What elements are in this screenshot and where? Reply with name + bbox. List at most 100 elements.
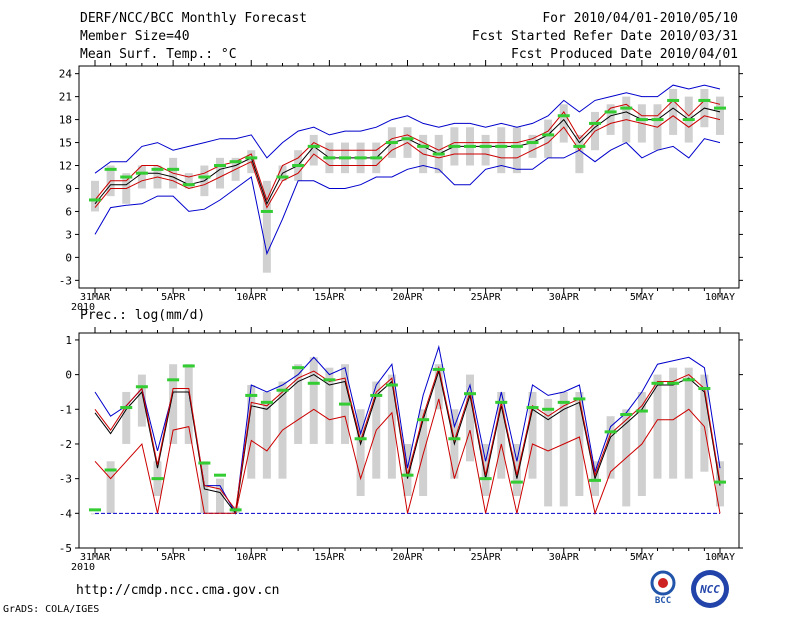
forecast-marker bbox=[214, 164, 226, 168]
forecast-marker bbox=[464, 144, 476, 148]
member-box bbox=[606, 416, 615, 479]
x-tick-label: 30APR bbox=[549, 552, 580, 563]
member-box bbox=[216, 157, 224, 189]
member-box bbox=[606, 104, 615, 135]
forecast-marker bbox=[651, 381, 664, 385]
forecast-marker bbox=[510, 144, 523, 148]
forecast-marker bbox=[448, 144, 461, 148]
x-tick-label: 30APR bbox=[549, 292, 580, 303]
forecast-marker bbox=[151, 167, 164, 171]
member-box bbox=[137, 374, 146, 427]
member-box bbox=[169, 364, 178, 444]
y-tick-label: 1 bbox=[65, 334, 72, 347]
forecast-marker bbox=[589, 121, 601, 125]
forecast-marker bbox=[292, 164, 305, 168]
x-tick-label: 31MAR bbox=[80, 292, 111, 303]
y-tick-label: 12 bbox=[59, 160, 72, 173]
forecast-marker bbox=[135, 171, 148, 175]
member-box bbox=[653, 374, 662, 479]
member-box bbox=[247, 385, 256, 479]
forecast-marker bbox=[464, 392, 476, 396]
x-tick-label: 20APR bbox=[392, 552, 423, 563]
member-box bbox=[91, 180, 99, 212]
y-tick-label: -3 bbox=[59, 274, 72, 287]
member-box bbox=[403, 443, 412, 496]
forecast-marker bbox=[370, 156, 383, 160]
forecast-marker bbox=[385, 383, 398, 387]
member-box bbox=[684, 367, 693, 479]
y-tick-label: -4 bbox=[59, 507, 73, 520]
member-box bbox=[544, 398, 553, 507]
member-box bbox=[184, 364, 193, 444]
forecast-started: Fcst Started Refer Date 2010/03/31 bbox=[471, 29, 738, 44]
forecast-marker bbox=[479, 144, 492, 148]
forecast-marker bbox=[479, 477, 492, 481]
y-tick-label: 24 bbox=[59, 68, 73, 81]
grads-credit: GrADS: COLA/IGES bbox=[3, 604, 100, 615]
member-box bbox=[559, 104, 568, 143]
x-tick-label: 20APR bbox=[392, 292, 423, 303]
forecast-marker bbox=[604, 430, 617, 434]
source-url: http://cmdp.ncc.cma.gov.cn bbox=[76, 583, 280, 598]
member-box bbox=[216, 478, 224, 514]
member-box bbox=[309, 134, 318, 166]
forecast-marker bbox=[167, 378, 180, 382]
forecast-marker bbox=[526, 141, 539, 145]
forecast-marker bbox=[339, 156, 351, 160]
y-tick-label: 18 bbox=[59, 114, 72, 127]
forecast-marker bbox=[354, 156, 367, 160]
member-box bbox=[294, 364, 303, 444]
forecast-marker bbox=[714, 480, 726, 484]
chart-title: DERF/NCC/BCC Monthly Forecast bbox=[80, 11, 307, 26]
forecast-marker bbox=[495, 144, 508, 148]
forecast-marker bbox=[198, 461, 211, 465]
forecast-marker bbox=[682, 378, 695, 382]
x-tick-label: 10MAY bbox=[705, 292, 735, 303]
forecast-marker bbox=[573, 144, 586, 148]
member-box bbox=[481, 443, 490, 496]
member-box bbox=[528, 134, 537, 158]
forecast-marker bbox=[229, 508, 242, 512]
ncc-logo: NCC bbox=[688, 568, 732, 610]
forecast-marker bbox=[104, 468, 117, 472]
y-tick-label: -3 bbox=[59, 473, 72, 486]
forecast-marker bbox=[557, 114, 570, 118]
forecast-period: For 2010/04/01-2010/05/10 bbox=[542, 11, 738, 26]
member-box bbox=[497, 127, 506, 174]
forecast-marker bbox=[698, 386, 711, 390]
forecast-marker bbox=[89, 198, 101, 202]
member-box bbox=[309, 357, 318, 444]
forecast-marker bbox=[526, 406, 539, 410]
forecast-marker bbox=[542, 407, 555, 411]
ncc-logo-text: NCC bbox=[699, 583, 720, 596]
member-box bbox=[512, 443, 521, 496]
member-box bbox=[262, 391, 271, 479]
forecast-marker bbox=[557, 400, 570, 404]
forecast-marker bbox=[589, 478, 601, 482]
forecast-marker bbox=[542, 133, 555, 137]
forecast-marker bbox=[401, 137, 414, 141]
precip-label: Prec.: log(mm/d) bbox=[80, 308, 206, 323]
x-tick-label: 10APR bbox=[236, 552, 267, 563]
forecast-marker bbox=[651, 118, 664, 122]
plot-frame bbox=[78, 332, 740, 549]
member-box bbox=[497, 391, 506, 479]
member-box bbox=[184, 173, 193, 189]
bcc-logo: BCC bbox=[641, 570, 685, 606]
member-box bbox=[122, 391, 131, 444]
member-box bbox=[137, 165, 146, 189]
member-box bbox=[700, 374, 709, 472]
forecast-marker bbox=[89, 508, 101, 512]
forecast-marker bbox=[370, 393, 383, 397]
y-tick-label: 6 bbox=[65, 205, 72, 218]
forecast-marker bbox=[635, 118, 648, 122]
x-tick-label: 15APR bbox=[314, 552, 345, 563]
forecast-marker bbox=[604, 110, 617, 114]
member-box bbox=[575, 391, 584, 496]
x-tick-year: 2010 bbox=[71, 302, 95, 313]
forecast-marker bbox=[620, 412, 633, 416]
forecast-marker bbox=[573, 397, 586, 401]
member-box bbox=[466, 374, 474, 462]
member-box bbox=[325, 367, 334, 444]
